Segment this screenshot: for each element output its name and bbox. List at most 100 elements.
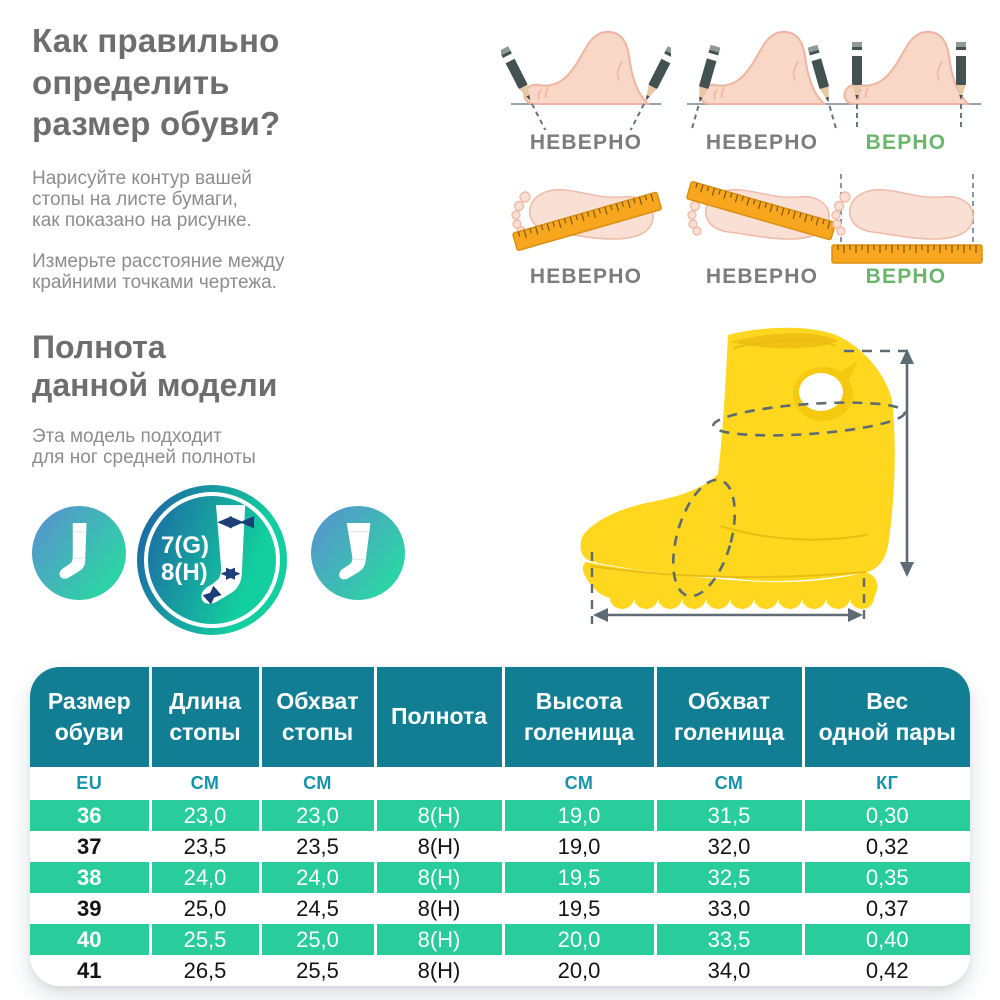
table-row-40: 40 25,5 25,0 8(H) 20,0 33,5 0,40 [30, 924, 970, 955]
cell: 0,40 [801, 924, 970, 955]
howto-step-2: Измерьте расстояние между крайними точка… [32, 250, 285, 293]
unit-cell: СМ [501, 767, 655, 800]
shaft-girth-ellipse [711, 401, 907, 437]
cell: 25,0 [258, 924, 375, 955]
cell: 19,0 [501, 831, 655, 862]
foot-ruler-wrong-icon [511, 188, 663, 252]
size-cell: 37 [30, 831, 150, 862]
cell: 31,5 [653, 800, 803, 831]
fullness-circle-narrow [32, 506, 126, 600]
col-header-size: Размер обуви [30, 667, 150, 767]
col-header-foot-girth: Обхват стопы [258, 667, 375, 767]
unit-cell: СМ [148, 767, 260, 800]
cell: 34,0 [653, 955, 803, 986]
table-row-37: 37 23,5 23,5 8(H) 19,0 32,0 0,32 [30, 831, 970, 862]
sock-narrow-icon [59, 523, 87, 579]
foot-girth-ellipse [671, 478, 737, 598]
table-row-39: 39 25,0 24,5 8(H) 19,5 33,0 0,37 [30, 893, 970, 924]
col-header-foot-length: Длина стопы [148, 667, 260, 767]
rubber-boot-icon [580, 327, 914, 624]
cell: 25,5 [148, 924, 260, 955]
unit-cell: СМ [653, 767, 803, 800]
cell: 8(H) [373, 893, 503, 924]
demo-ruler-diagonal-up: НЕВЕРНО [498, 168, 674, 289]
col-header-weight: Вес одной пары [801, 667, 970, 767]
cell: 23,0 [148, 800, 260, 831]
cell: 23,0 [258, 800, 375, 831]
fullness-title: Полнота данной модели [32, 329, 278, 404]
cell: 0,42 [801, 955, 970, 986]
cell: 8(H) [373, 924, 503, 955]
cell: 20,0 [501, 924, 655, 955]
foot-ruler-correct-icon [831, 174, 983, 264]
cell: 23,5 [258, 831, 375, 862]
cell: 0,30 [801, 800, 970, 831]
cell: 26,5 [148, 955, 260, 986]
cell: 32,0 [653, 831, 803, 862]
size-cell: 40 [30, 924, 150, 955]
table-row-38: 38 24,0 24,0 8(H) 19,5 32,5 0,35 [30, 862, 970, 893]
cell: 24,0 [258, 862, 375, 893]
demo-label-wrong: НЕВЕРНО [529, 131, 643, 154]
fullness-circle-selected: 7(G) 8(H) [137, 485, 287, 635]
cell: 20,0 [501, 955, 655, 986]
col-header-fullness: Полнота [373, 667, 503, 767]
cell: 8(H) [373, 831, 503, 862]
demo-ruler-diagonal-down: НЕВЕРНО [674, 168, 850, 289]
unit-cell: СМ [258, 767, 375, 800]
fullness-badge-value: 7(G) 8(H) [161, 532, 209, 586]
cell: 19,5 [501, 893, 655, 924]
table-units-row: EU СМ СМ СМ СМ КГ [30, 767, 970, 800]
table-header-row: Размер обуви Длина стопы Обхват стопы Полно… [30, 667, 970, 767]
howto-section: Как правильно определить размер обуви? Н… [32, 20, 472, 312]
cell: 23,5 [148, 831, 260, 862]
foot-pencils-wrong-icon [501, 30, 671, 130]
size-cell: 41 [30, 955, 150, 986]
cell: 25,5 [258, 955, 375, 986]
demo-label-wrong: НЕВЕРНО [529, 265, 643, 288]
howto-step-1: Нарисуйте контур вашей стопы на листе бу… [32, 167, 252, 232]
cell: 8(H) [373, 862, 503, 893]
cell: 19,0 [501, 800, 655, 831]
fullness-section: Полнота данной модели Эта модель подходи… [32, 328, 462, 487]
unit-cell [373, 767, 503, 800]
col-header-shaft-height: Высота голенища [501, 667, 655, 767]
demo-label-right: ВЕРНО [865, 265, 947, 288]
demo-pencils-vertical-correct: ВЕРНО [820, 8, 992, 155]
cell: 33,5 [653, 924, 803, 955]
cell: 0,35 [801, 862, 970, 893]
page-title: Как правильно определить размер обуви? [32, 22, 281, 143]
foot-pencils-correct-icon [830, 30, 982, 130]
boot-measurement-figure [570, 316, 952, 648]
cell: 0,32 [801, 831, 970, 862]
cell: 32,5 [653, 862, 803, 893]
cell: 24,0 [148, 862, 260, 893]
col-header-shaft-girth: Обхват голенища [653, 667, 803, 767]
fullness-circle-wide [311, 506, 405, 600]
table-row-41: 41 26,5 25,5 8(H) 20,0 34,0 0,42 [30, 955, 970, 986]
size-cell: 39 [30, 893, 150, 924]
size-cell: 38 [30, 862, 150, 893]
demo-label-wrong: НЕВЕРНО [705, 131, 819, 154]
cell: 8(H) [373, 955, 503, 986]
sock-medium-icon [201, 505, 255, 605]
sock-wide-icon [339, 523, 371, 580]
cell: 0,37 [801, 893, 970, 924]
demo-pencils-tilted-inward: НЕВЕРНО [674, 8, 850, 155]
unit-cell: EU [30, 767, 150, 800]
demo-label-wrong: НЕВЕРНО [705, 265, 819, 288]
cell: 8(H) [373, 800, 503, 831]
cell: 19,5 [501, 862, 655, 893]
table-row-36: 36 23,0 23,0 8(H) 19,0 31,5 0,30 [30, 800, 970, 831]
cell: 25,0 [148, 893, 260, 924]
demo-label-right: ВЕРНО [865, 131, 947, 154]
size-cell: 36 [30, 800, 150, 831]
size-table: Размер обуви Длина стопы Обхват стопы Полно… [30, 667, 970, 986]
unit-cell: КГ [801, 767, 970, 800]
cell: 24,5 [258, 893, 375, 924]
demo-ruler-straight-correct: ВЕРНО [820, 168, 992, 289]
fullness-description: Эта модель подходит для ног средней полн… [32, 425, 256, 469]
demo-pencils-tilted-outward: НЕВЕРНО [498, 8, 674, 155]
badge-ring [144, 492, 280, 628]
